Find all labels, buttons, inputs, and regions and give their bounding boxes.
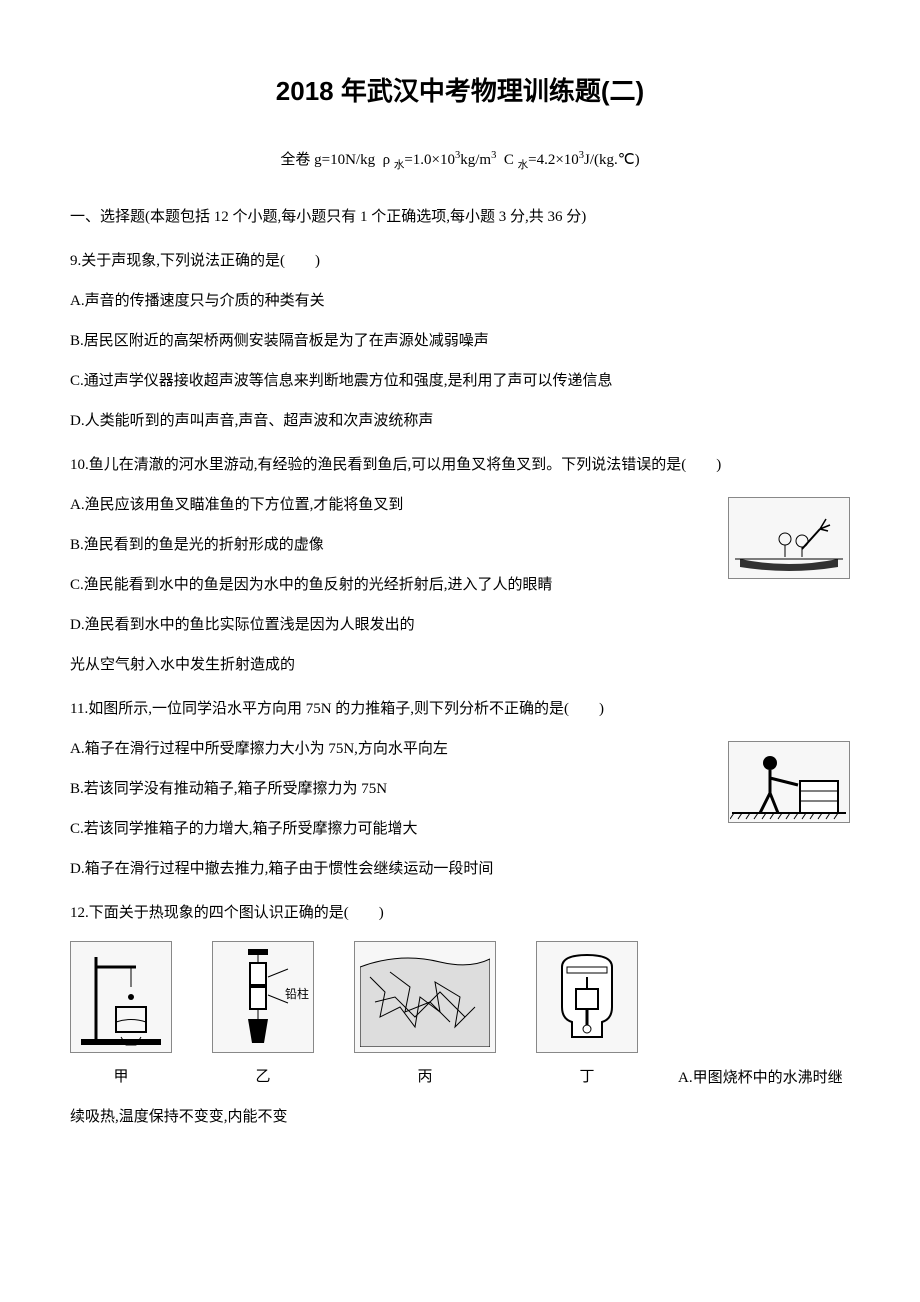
q9-choice-b: B.居民区附近的高架桥两侧安装隔音板是为了在声源处减弱噪声	[70, 323, 850, 359]
q9-choice-d: D.人类能听到的声叫声音,声音、超声波和次声波统称声	[70, 403, 850, 439]
q12-choice-a-part1: A.甲图烧杯中的水沸时继	[678, 1070, 843, 1086]
q12-fig-d	[536, 941, 638, 1053]
q10-figure	[728, 497, 850, 579]
exam-title: 2018 年武汉中考物理训练题(二)	[70, 60, 850, 122]
q11-stem: 11.如图所示,一位同学沿水平方向用 75N 的力推箱子,则下列分析不正确的是(…	[70, 691, 850, 727]
q10-choice-d: D.渔民看到水中的鱼比实际位置浅是因为人眼发出的	[70, 607, 850, 643]
q12-fig-a-cell: 甲	[70, 941, 172, 1095]
q10-choice-c: C.渔民能看到水中的鱼是因为水中的鱼反射的光经折射后,进入了人的眼睛	[70, 567, 553, 603]
constants-line: 全卷 g=10N/kg ρ 水=1.0×103kg/m3 C 水=4.2×103…	[70, 142, 850, 178]
q12-label-a: 甲	[70, 1059, 172, 1095]
q12-figure-row: 甲 铅柱 乙	[70, 941, 850, 1095]
q12-fig-b: 铅柱	[212, 941, 314, 1053]
section-1-heading: 一、选择题(本题包括 12 个小题,每小题只有 1 个正确选项,每小题 3 分,…	[70, 199, 850, 235]
q9-choice-c: C.通过声学仪器接收超声波等信息来判断地震方位和强度,是利用了声可以传递信息	[70, 363, 850, 399]
q12-fig-d-cell: 丁	[536, 941, 638, 1095]
q9-stem: 9.关于声现象,下列说法正确的是( )	[70, 243, 850, 279]
q12-fig-c-cell: 丙	[354, 941, 496, 1095]
q12-fig-b-cell: 铅柱 乙	[212, 941, 314, 1095]
q12-stem: 12.下面关于热现象的四个图认识正确的是( )	[70, 895, 850, 931]
q12-label-b: 乙	[212, 1059, 314, 1095]
q10-stem: 10.鱼儿在清澈的河水里游动,有经验的渔民看到鱼后,可以用鱼叉将鱼叉到。下列说法…	[70, 447, 850, 483]
q12-fig-b-extra-label: 铅柱	[285, 980, 309, 1009]
q12-choice-a-part2: 续吸热,温度保持不变变,内能不变	[70, 1099, 850, 1135]
q10-choice-d-line2: 光从空气射入水中发生折射造成的	[70, 647, 850, 683]
q12-fig-a	[70, 941, 172, 1053]
q12-label-d: 丁	[536, 1059, 638, 1095]
q9-choice-a: A.声音的传播速度只与介质的种类有关	[70, 283, 850, 319]
q11-figure	[728, 741, 850, 823]
q12-label-c: 丙	[354, 1059, 496, 1095]
q12-fig-c	[354, 941, 496, 1053]
q11-choice-d: D.箱子在滑行过程中撤去推力,箱子由于惯性会继续运动一段时间	[70, 851, 850, 887]
